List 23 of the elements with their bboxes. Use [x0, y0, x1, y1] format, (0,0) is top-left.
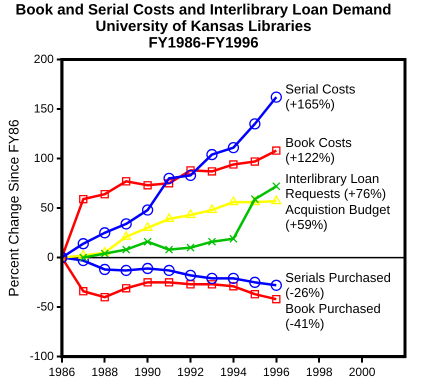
series-label: Acquistion Budget (+59%) [285, 202, 390, 232]
series-label: Book Purchased (-41%) [285, 300, 381, 331]
y-tick-label: -100 [30, 348, 54, 363]
x-tick-label: 1994 [220, 365, 248, 380]
y-tick-label: 200 [34, 52, 54, 66]
y-tick-label: 50 [40, 200, 54, 214]
x-tick-label: 1986 [48, 365, 76, 380]
x-tick-label: 1992 [177, 365, 204, 380]
series-label: Serials Purchased (-26%) [285, 270, 391, 300]
x-tick-label: 1998 [306, 365, 333, 380]
series-label: Book Costs (+122%) [285, 135, 352, 166]
x-tick-label: 1990 [134, 365, 162, 380]
series-label: Serial Costs (+165%) [285, 82, 356, 112]
series-label: Interlibrary Loan Requests (+76%) [285, 170, 386, 201]
y-tick-label: 150 [34, 101, 54, 116]
y-tick-label: 0 [47, 250, 54, 264]
y-tick-label: 100 [34, 150, 54, 165]
y-axis-title: Percent Change Since FY86 [5, 119, 22, 297]
y-tick-label: -50 [36, 299, 54, 314]
x-tick-label: 2000 [348, 365, 376, 380]
chart-title: Book and Serial Costs and Interlibrary Loan Demand University of Kansas Libraries FY1986-FY1996 [16, 1, 392, 52]
x-tick-label: 1996 [262, 365, 290, 380]
x-tick-label: 1988 [91, 365, 118, 380]
